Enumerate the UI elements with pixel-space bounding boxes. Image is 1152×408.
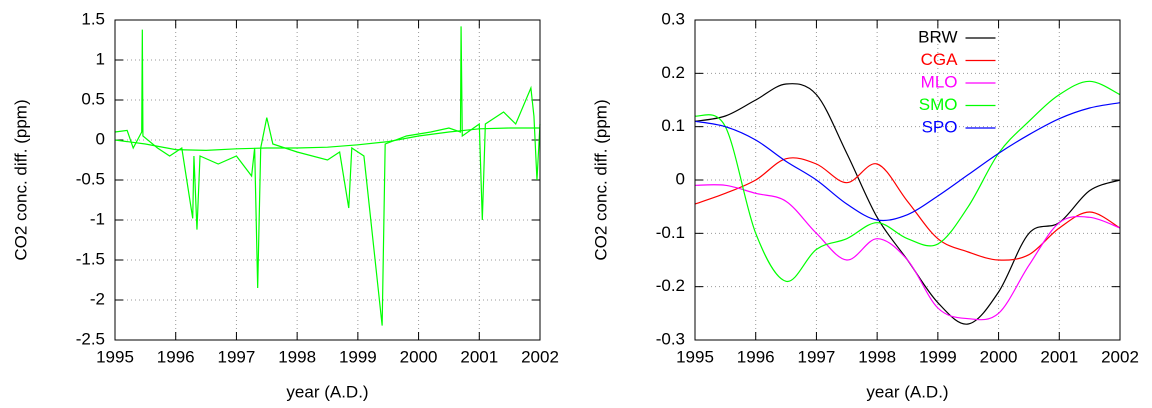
y-tick-label: 1 [96,49,105,68]
y-tick-label: -0.3 [656,329,685,348]
x-tick-label: 1998 [278,347,316,366]
x-tick-label: 2001 [460,347,498,366]
legend-label: MLO [921,72,958,91]
y-tick-label: -1.5 [76,249,105,268]
x-tick-label: 1997 [218,347,256,366]
series-line [694,102,1121,222]
y-tick-label: -2.5 [76,329,105,348]
x-tick-label: 1995 [96,347,134,366]
y-tick-label: 0.5 [81,89,105,108]
plot-frame [694,19,1121,341]
y-tick-label: -0.5 [76,169,105,188]
x-tick-label: 1999 [339,347,377,366]
y-tick-label: -0.1 [656,223,685,242]
series-line [114,26,541,326]
x-tick-label: 1998 [858,347,896,366]
x-axis-label: year (A.D.) [866,382,948,401]
series-line [694,184,1121,321]
series-line [114,127,540,152]
y-tick-label: 0.2 [661,63,685,82]
legend-label: BRW [918,27,957,46]
y-tick-label: 0 [96,129,105,148]
series-line [694,80,1121,282]
x-axis-label: year (A.D.) [286,382,368,401]
y-tick-label: -0.2 [656,276,685,295]
series-line [694,157,1121,261]
x-tick-label: 1996 [157,347,195,366]
y-axis-label: CO2 conc. diff. (ppm) [591,99,610,260]
legend-label: CGA [921,50,959,69]
y-tick-label: 0.1 [661,116,685,135]
x-tick-label: 2001 [1040,347,1078,366]
x-tick-label: 1995 [676,347,714,366]
x-tick-label: 1999 [919,347,957,366]
x-tick-label: 1997 [798,347,836,366]
y-tick-label: -2 [90,289,105,308]
legend-label: SPO [922,117,958,136]
y-tick-label: 1.5 [81,9,105,28]
y-tick-label: 0 [676,169,685,188]
x-tick-label: 2000 [980,347,1018,366]
x-tick-label: 2002 [1101,347,1139,366]
x-tick-label: 2000 [400,347,438,366]
plot-frame [114,19,541,341]
x-tick-label: 1996 [737,347,775,366]
x-tick-label: 2002 [521,347,559,366]
y-tick-label: 0.3 [661,9,685,28]
y-tick-label: -1 [90,209,105,228]
y-axis-label: CO2 conc. diff. (ppm) [11,99,30,260]
legend-label: SMO [919,95,958,114]
